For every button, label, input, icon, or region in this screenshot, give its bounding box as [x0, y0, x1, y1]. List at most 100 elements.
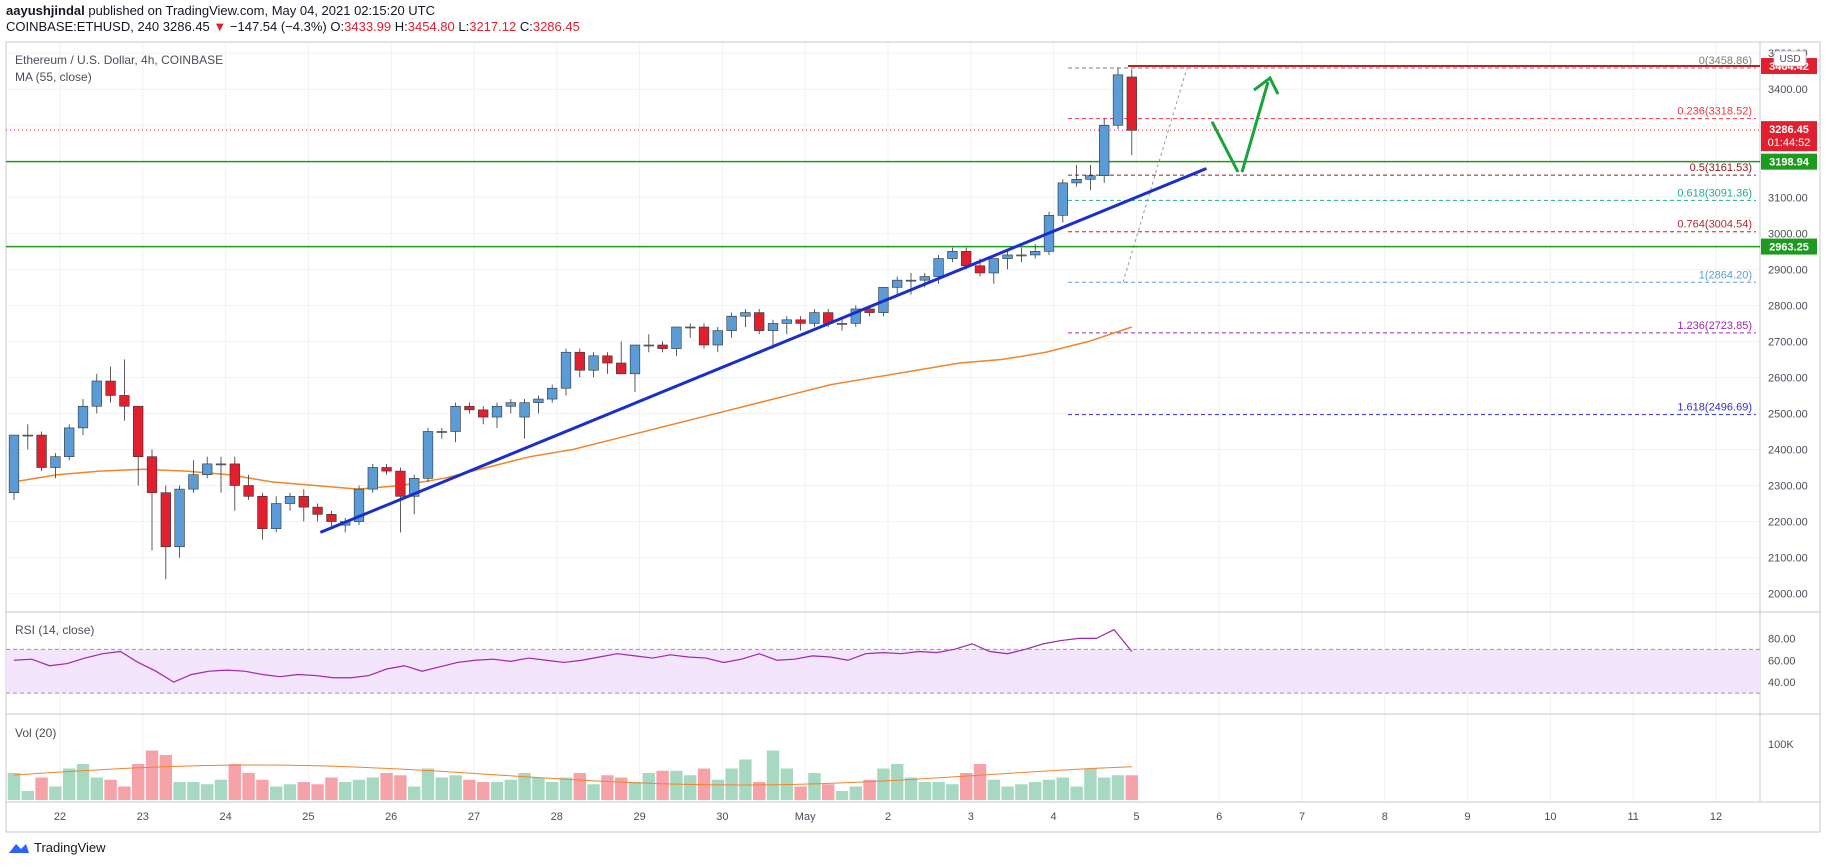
high-value: 3454.80 — [407, 19, 455, 34]
volume-bar — [325, 777, 338, 800]
trendline-segment — [319, 167, 1207, 534]
candle-body — [367, 467, 378, 490]
volume-bar — [35, 777, 48, 800]
y-tick-label: 3100.00 — [1768, 192, 1808, 204]
volume-bar — [228, 764, 242, 800]
volume-bar — [366, 777, 380, 800]
x-tick-label: 7 — [1299, 811, 1305, 823]
current-price-tag: 3286.45 — [1769, 124, 1809, 136]
candle-body — [326, 514, 337, 522]
tradingview-logo-icon — [9, 843, 29, 853]
volume-bar — [118, 786, 131, 800]
volume-bar — [131, 764, 145, 800]
upper-support-tag-bg — [1761, 153, 1817, 170]
volume-bar — [476, 782, 490, 800]
candle-body — [519, 402, 530, 418]
fib-label: 0(3458.86) — [1699, 55, 1752, 67]
candle-body — [105, 380, 116, 396]
candle-body — [602, 355, 613, 364]
fib-label: 1.236(2723.85) — [1677, 320, 1752, 332]
volume-bar — [794, 786, 807, 800]
candle-body — [1085, 175, 1096, 180]
currency-label: USD — [1779, 54, 1800, 65]
candle-body — [381, 467, 392, 472]
candle-body — [436, 431, 447, 433]
x-tick-label: 10 — [1544, 811, 1556, 823]
fib-label: 0.764(3004.54) — [1677, 219, 1752, 231]
volume-bar — [821, 784, 835, 800]
x-tick-label: 8 — [1382, 811, 1388, 823]
candle-body — [215, 463, 227, 466]
candle-body — [974, 265, 986, 274]
volume-bar — [504, 779, 518, 800]
volume-bar — [532, 777, 545, 800]
volume-bar — [766, 750, 780, 800]
candle-body — [64, 427, 75, 457]
time-axis[interactable]: 22 23 24 25 26 27 28 29 30 May 2 3 4 5 6 7 8 9 10 11 12 — [54, 811, 1722, 823]
y-tick-label: 3400.00 — [1768, 84, 1808, 96]
close-value: 3286.45 — [532, 19, 580, 34]
volume-bar — [463, 779, 476, 800]
candle-body — [1030, 251, 1041, 256]
volume-bar — [242, 773, 255, 800]
publisher-name[interactable]: aayushjindal — [6, 3, 85, 18]
volume-bar — [1028, 782, 1042, 800]
volume-bar — [932, 782, 945, 800]
volume-bar — [1070, 786, 1083, 800]
candle-body — [91, 380, 102, 407]
volume-bar — [145, 750, 159, 800]
volume-bar — [1056, 777, 1070, 800]
candle-body — [298, 496, 309, 508]
low-label: L: — [458, 19, 470, 34]
candle-body — [1057, 182, 1068, 216]
volume-bar — [959, 773, 973, 800]
x-tick-label: 29 — [633, 811, 645, 823]
volume-bar — [297, 782, 311, 800]
ma55-line — [13, 326, 1133, 490]
candle-body — [133, 405, 144, 457]
x-tick-label: 22 — [54, 811, 66, 823]
y-tick-label: 2300.00 — [1768, 481, 1808, 493]
candle-body — [229, 463, 240, 486]
footer-brand[interactable]: TradingView — [8, 840, 106, 855]
symbol-name: COINBASE:ETHUSD, 240 — [6, 19, 160, 34]
volume-bar — [1001, 786, 1014, 800]
volume-bar — [890, 764, 904, 800]
candle-body — [836, 323, 848, 325]
candle-body — [1112, 74, 1124, 126]
candle-body — [312, 506, 323, 515]
volume-bar — [683, 775, 697, 800]
candle-body — [202, 463, 213, 476]
volume-bar — [518, 773, 531, 800]
volume-bar — [104, 779, 117, 800]
candle-body — [781, 319, 792, 324]
volume-bar — [407, 786, 421, 800]
rsi-legend: RSI (14, close) — [15, 623, 94, 637]
volume-bar — [973, 764, 987, 800]
volume-bar — [380, 773, 393, 800]
arrow-down-stroke — [1210, 120, 1240, 173]
chart-title: Ethereum / U.S. Dollar, 4h, COINBASE — [15, 53, 223, 67]
current-price-tag-bg — [1761, 121, 1817, 152]
rsi-tick-label: 40.00 — [1768, 677, 1796, 689]
volume-bar — [545, 782, 559, 800]
open-label: O: — [330, 19, 345, 34]
candle-body — [119, 395, 130, 407]
rsi-band — [6, 649, 1760, 694]
volume-bar — [614, 777, 628, 800]
volume-ma-line — [13, 764, 1132, 786]
candle-body — [271, 503, 282, 530]
volume-pane: 100K — [7, 739, 1794, 800]
candle-body — [8, 434, 20, 494]
trendline[interactable] — [319, 167, 1207, 534]
volume-bar — [421, 768, 435, 800]
volume-bar — [670, 770, 683, 800]
close-label: C: — [519, 19, 533, 34]
x-tick-label: 12 — [1710, 811, 1722, 823]
candle-body — [560, 351, 572, 389]
currency-button[interactable] — [1773, 50, 1807, 67]
candle-body — [188, 474, 199, 490]
candle-body — [160, 492, 171, 548]
candle-body — [478, 409, 489, 418]
